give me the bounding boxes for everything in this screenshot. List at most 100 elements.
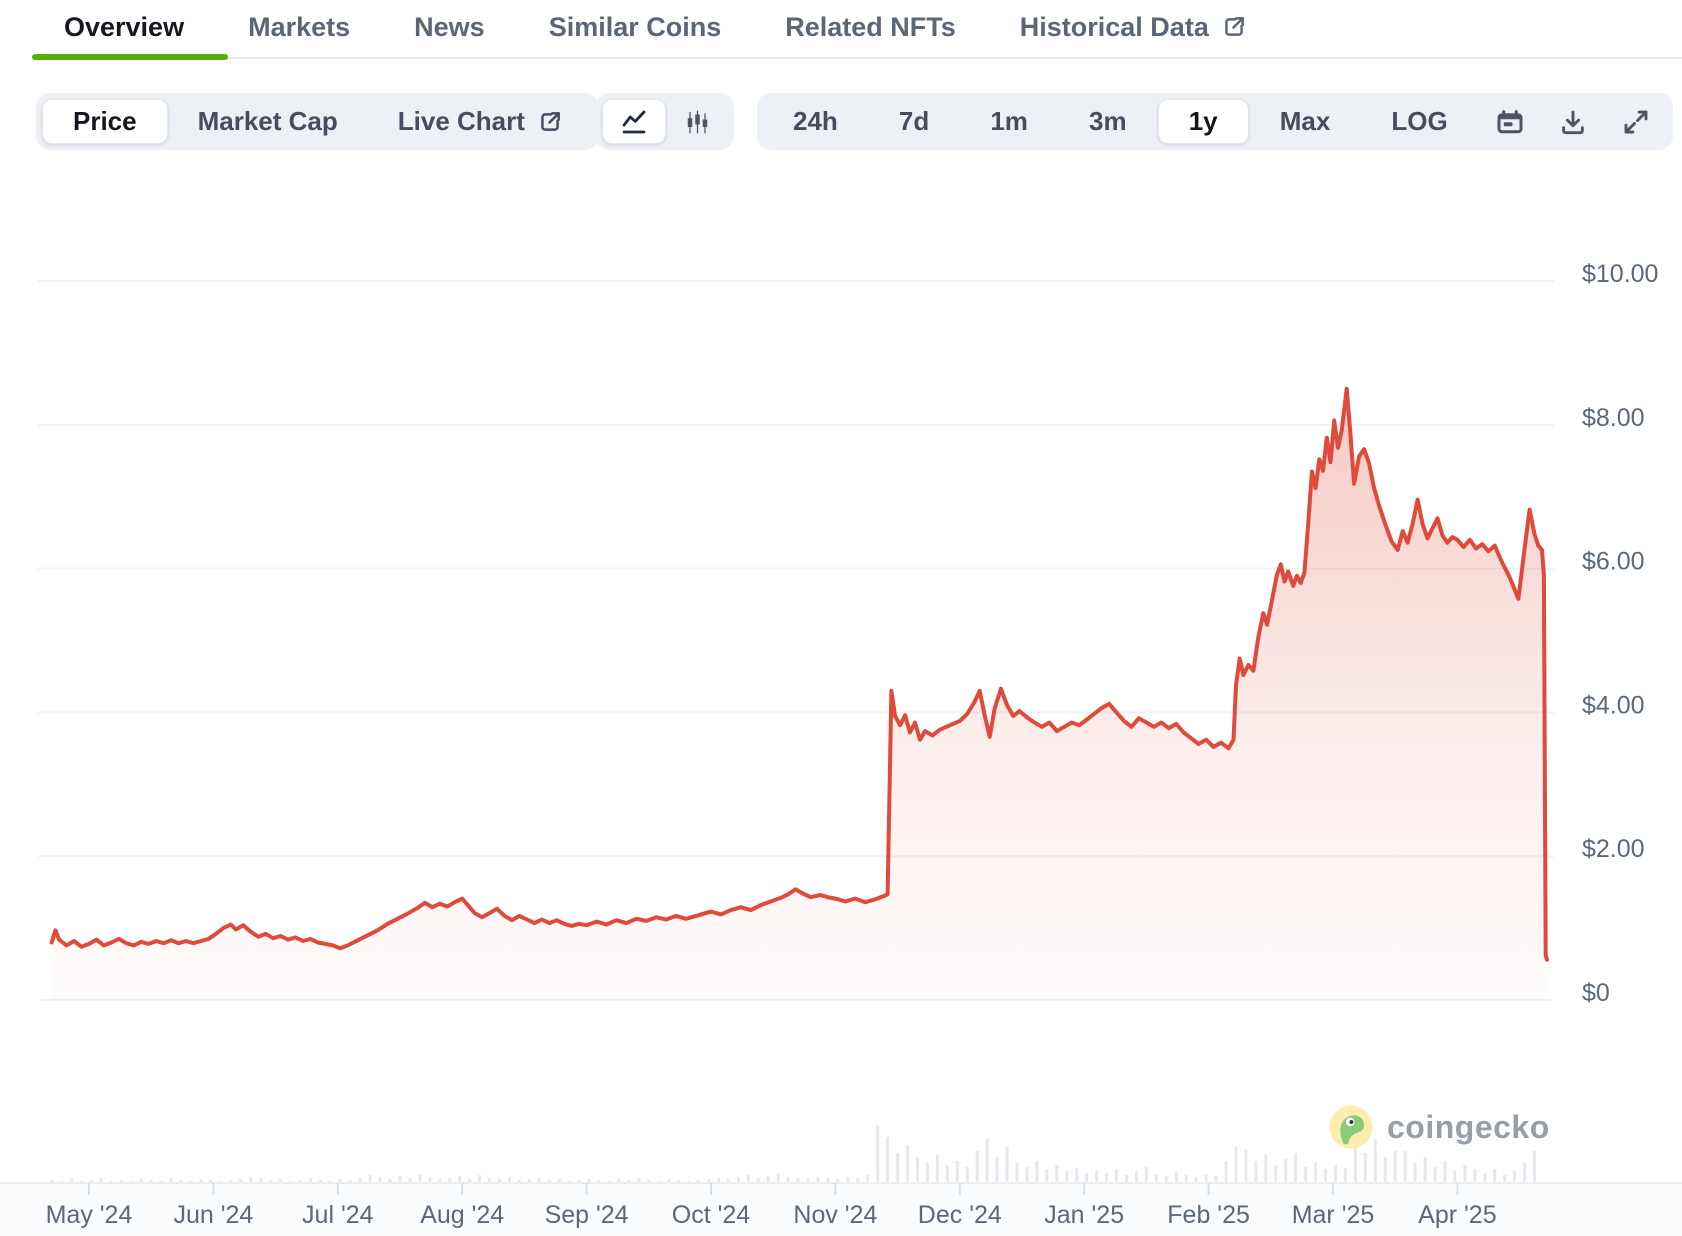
- volume-bar: [1045, 1169, 1049, 1183]
- volume-bar: [249, 1177, 253, 1183]
- volume-bar: [717, 1178, 720, 1183]
- volume-bar: [1453, 1171, 1457, 1183]
- volume-bar: [348, 1180, 352, 1183]
- volume-bar: [418, 1174, 422, 1183]
- coingecko-watermark-text: coingecko: [1387, 1108, 1550, 1145]
- volume-bar: [488, 1178, 492, 1183]
- volume-bar: [338, 1179, 342, 1183]
- volume-bar: [697, 1180, 701, 1183]
- external-link-icon: [537, 109, 563, 135]
- candlestick-chart-type-button[interactable]: [666, 99, 728, 144]
- volume-bar: [368, 1175, 372, 1183]
- line-chart-type-button[interactable]: [602, 99, 666, 144]
- volume-bar: [1234, 1147, 1238, 1183]
- tab-markets[interactable]: Markets: [216, 0, 382, 54]
- range-3m-button[interactable]: 3m: [1059, 99, 1157, 144]
- price-button[interactable]: Price: [42, 99, 168, 144]
- tab-similar-coins[interactable]: Similar Coins: [517, 0, 754, 54]
- volume-bar: [1174, 1172, 1178, 1183]
- volume-bar: [707, 1179, 710, 1183]
- tab-similar-coins-label: Similar Coins: [548, 11, 722, 42]
- volume-bar: [498, 1179, 501, 1183]
- volume-bar: [478, 1175, 482, 1183]
- volume-bar: [796, 1178, 800, 1183]
- volume-bar: [1324, 1169, 1327, 1183]
- volume-bar: [50, 1180, 54, 1183]
- volume-bar: [1523, 1163, 1527, 1183]
- tab-historical-data[interactable]: Historical Data: [988, 0, 1279, 54]
- volume-bar: [239, 1179, 243, 1183]
- range-max-button[interactable]: Max: [1250, 99, 1361, 144]
- range-1y-button[interactable]: 1y: [1157, 99, 1249, 144]
- calendar-button[interactable]: [1479, 99, 1541, 144]
- range-7d-button[interactable]: 7d: [869, 99, 959, 144]
- volume-bar: [299, 1180, 302, 1183]
- x-axis-label: Jun '24: [173, 1201, 253, 1229]
- range-1m-button[interactable]: 1m: [960, 99, 1058, 144]
- volume-bar: [1125, 1175, 1128, 1183]
- volume-bar: [866, 1175, 870, 1183]
- x-axis-label: Jul '24: [302, 1201, 374, 1229]
- volume-bar: [746, 1175, 750, 1183]
- fullscreen-button[interactable]: [1605, 99, 1667, 144]
- volume-bar: [517, 1180, 521, 1183]
- volume-bar: [537, 1178, 541, 1183]
- volume-bar: [1304, 1167, 1308, 1183]
- volume-bar: [547, 1180, 551, 1183]
- log-scale-button[interactable]: LOG: [1361, 99, 1477, 144]
- tab-overview[interactable]: Overview: [32, 0, 216, 54]
- volume-bar: [856, 1178, 860, 1183]
- volume-bar: [1483, 1173, 1487, 1183]
- volume-bar: [597, 1180, 601, 1183]
- volume-bar: [1055, 1165, 1059, 1183]
- volume-bar: [1493, 1169, 1497, 1183]
- volume-bar: [1134, 1171, 1138, 1183]
- volume-bar: [816, 1177, 820, 1183]
- volume-bar: [1383, 1157, 1387, 1183]
- active-tab-underline: [32, 54, 228, 60]
- tab-historical-data-label: Historical Data: [1019, 11, 1209, 42]
- range-24h-button[interactable]: 24h: [763, 99, 868, 144]
- download-button[interactable]: [1542, 99, 1604, 144]
- volume-bar: [378, 1177, 382, 1183]
- tab-news-label: News: [414, 11, 485, 42]
- x-axis-label: Aug '24: [420, 1201, 504, 1229]
- volume-bar: [1473, 1169, 1477, 1183]
- volume-bar: [169, 1178, 173, 1183]
- volume-bar: [557, 1179, 561, 1183]
- y-axis-label: $8.00: [1582, 404, 1645, 432]
- volume-bar: [786, 1177, 790, 1183]
- x-axis-label: Sep '24: [545, 1201, 629, 1229]
- page-tabs: Overview Markets News Similar Coins Rela…: [0, 0, 1682, 60]
- volume-bar: [527, 1179, 531, 1183]
- price-line: [49, 386, 1549, 962]
- volume-bar: [1264, 1155, 1268, 1183]
- volume-bar: [1085, 1173, 1089, 1183]
- volume-bar: [766, 1176, 770, 1183]
- volume-bar: [1184, 1175, 1188, 1183]
- volume-bar: [1463, 1165, 1467, 1183]
- price-chart[interactable]: $10.00 $8.00 $6.00 $4.00 $2.00 $0 May '24 Jun '…: [0, 186, 1682, 1236]
- volume-bar: [1334, 1165, 1337, 1183]
- volume-bar: [318, 1180, 322, 1183]
- volume-bar: [756, 1178, 760, 1183]
- volume-bar: [1284, 1159, 1288, 1183]
- tab-news[interactable]: News: [382, 0, 517, 54]
- volume-bar: [139, 1179, 143, 1183]
- volume-bar: [637, 1178, 641, 1183]
- volume-bar: [1105, 1173, 1109, 1183]
- volume-bar: [647, 1180, 651, 1183]
- volume-bar: [259, 1178, 263, 1183]
- live-chart-button[interactable]: Live Chart: [368, 99, 593, 144]
- volume-bar: [826, 1178, 830, 1183]
- market-cap-button[interactable]: Market Cap: [168, 99, 368, 144]
- tab-related-nfts[interactable]: Related NFTs: [753, 0, 988, 54]
- volume-bar: [1513, 1171, 1517, 1183]
- volume-bar: [199, 1179, 203, 1183]
- tab-markets-label: Markets: [248, 11, 351, 42]
- volume-bar: [508, 1177, 511, 1183]
- volume-bar: [1254, 1161, 1258, 1183]
- price-button-label: Price: [73, 106, 137, 136]
- log-scale-label: LOG: [1391, 106, 1448, 136]
- x-axis-band: [0, 1184, 1682, 1236]
